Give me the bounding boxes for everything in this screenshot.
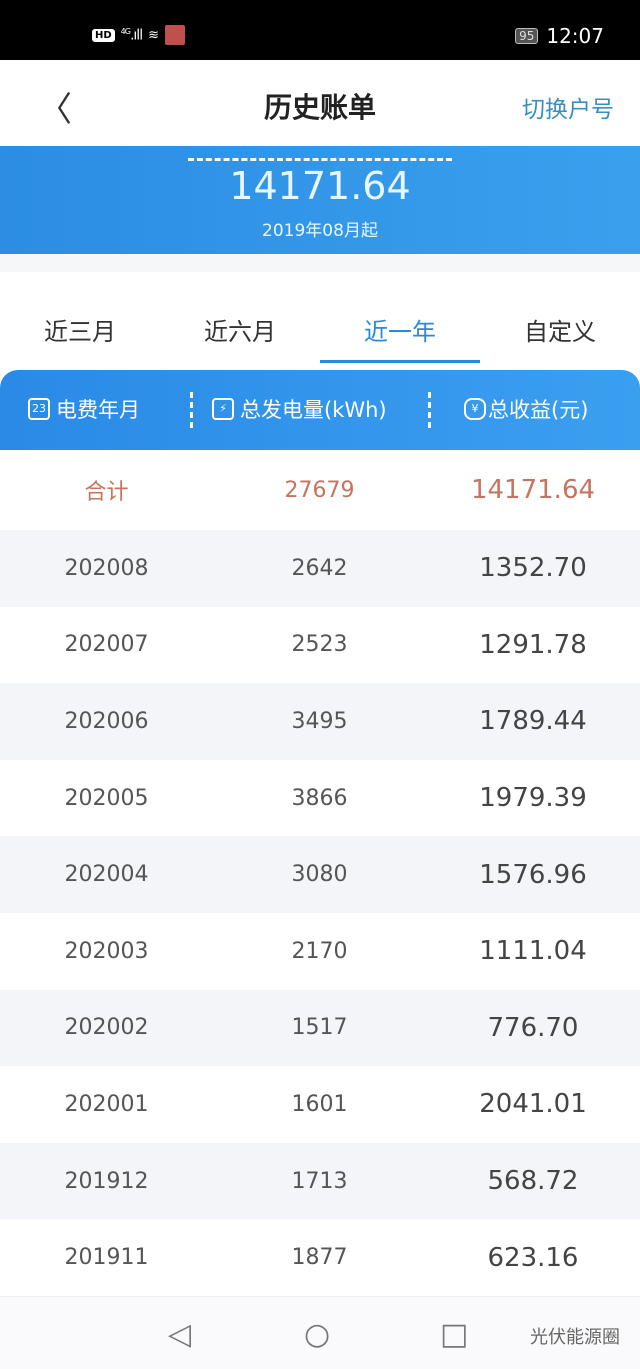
table-row: 202001 1601 2041.01 xyxy=(0,1066,640,1143)
clock: 12:07 xyxy=(546,24,604,48)
table-row: 202006 3495 1789.44 xyxy=(0,683,640,760)
energy-cell: 2170 xyxy=(291,938,348,964)
switch-account-button[interactable]: 切换户号 xyxy=(522,97,614,123)
income-cell: 1291.78 xyxy=(479,629,587,660)
tab-6-months[interactable]: 近六月 xyxy=(204,318,276,346)
calendar-icon: 23 xyxy=(28,398,50,420)
hd-icon: HD xyxy=(92,28,115,42)
yuan-icon: ¥ xyxy=(464,398,486,420)
page-title: 历史账单 xyxy=(263,91,376,124)
table-row: 202008 2642 1352.70 xyxy=(0,530,640,607)
4g-signal-icon: 4G.ıll xyxy=(120,26,143,44)
income-cell: 1979.39 xyxy=(479,783,587,814)
table-header: 23 电费年月 ⚡ 总发电量(kWh) ¥ 总收益(元) xyxy=(0,370,640,450)
summary-banner: 14171.64 2019年08月起 xyxy=(0,146,640,254)
income-cell: 1111.04 xyxy=(479,936,587,967)
watermark: 光伏能源圈 xyxy=(530,1327,620,1348)
total-row: 合计 27679 14171.64 xyxy=(0,450,640,530)
month-cell: 202008 xyxy=(64,555,149,581)
income-cell: 1576.96 xyxy=(479,859,587,890)
system-nav-bar: ◁ ○ □ 光伏能源圈 xyxy=(0,1296,640,1369)
table-row: 202003 2170 1111.04 xyxy=(0,913,640,990)
month-cell: 202006 xyxy=(64,708,149,734)
energy-cell: 3495 xyxy=(291,708,348,734)
income-cell: 776.70 xyxy=(487,1012,579,1043)
month-cell: 202001 xyxy=(64,1091,149,1117)
tab-custom[interactable]: 自定义 xyxy=(524,318,596,346)
month-cell: 201912 xyxy=(64,1168,149,1194)
total-income-amount: 14171.64 xyxy=(229,164,411,208)
energy-cell: 1713 xyxy=(291,1168,348,1194)
energy-cell: 3866 xyxy=(291,785,348,811)
wifi-icon: ≋ xyxy=(148,27,159,43)
table-row: 202005 3866 1979.39 xyxy=(0,760,640,837)
back-triangle-icon[interactable]: ◁ xyxy=(168,1317,192,1352)
income-cell: 1789.44 xyxy=(479,706,587,737)
battery-icon: 95 xyxy=(515,28,539,44)
energy-cell: 1877 xyxy=(291,1245,348,1271)
since-date: 2019年08月起 xyxy=(262,221,378,241)
income-cell: 1352.70 xyxy=(479,553,587,584)
tab-1-year[interactable]: 近一年 xyxy=(320,272,480,370)
energy-cell: 1601 xyxy=(291,1091,348,1117)
month-cell: 202002 xyxy=(64,1015,149,1041)
app-avatar-icon xyxy=(165,25,185,45)
energy-cell: 2523 xyxy=(291,632,348,658)
month-cell: 202005 xyxy=(64,785,149,811)
column-energy: ⚡ 总发电量(kWh) xyxy=(212,394,387,424)
table-row: 201911 1877 623.16 xyxy=(0,1219,640,1296)
month-cell: 202003 xyxy=(64,938,149,964)
table-body: 202008 2642 1352.70 202007 2523 1291.78 202006… xyxy=(0,530,640,1296)
month-cell: 202004 xyxy=(64,862,149,888)
income-cell: 2041.01 xyxy=(479,1089,587,1120)
month-cell: 202007 xyxy=(64,632,149,658)
energy-cell: 3080 xyxy=(291,862,348,888)
status-bar: HD 4G.ıll ≋ 95 12:07 xyxy=(0,0,640,60)
table-row: 202002 1517 776.70 xyxy=(0,989,640,1067)
month-cell: 201911 xyxy=(64,1245,149,1271)
dashed-divider xyxy=(188,158,452,161)
total-income: 14171.64 xyxy=(470,475,596,505)
energy-cell: 2642 xyxy=(291,555,348,581)
tab-3-months[interactable]: 近三月 xyxy=(44,318,116,346)
chevron-left-icon[interactable]: 〈 xyxy=(38,90,72,130)
energy-cell: 1517 xyxy=(291,1015,348,1041)
column-month: 23 电费年月 xyxy=(28,394,140,424)
recents-square-icon[interactable]: □ xyxy=(440,1317,469,1352)
column-income: ¥ 总收益(元) xyxy=(464,394,588,424)
app-header: 〈 历史账单 切换户号 xyxy=(0,60,640,146)
income-cell: 623.16 xyxy=(487,1242,579,1273)
home-circle-icon[interactable]: ○ xyxy=(304,1317,331,1352)
total-label: 合计 xyxy=(84,480,129,505)
meter-icon: ⚡ xyxy=(212,398,234,420)
income-cell: 568.72 xyxy=(487,1166,579,1197)
total-energy: 27679 xyxy=(284,477,355,503)
table-row: 201912 1713 568.72 xyxy=(0,1142,640,1220)
table-row: 202007 2523 1291.78 xyxy=(0,607,640,684)
period-tabs: 近三月 近六月 近一年 自定义 xyxy=(0,272,640,370)
table-row: 202004 3080 1576.96 xyxy=(0,836,640,913)
